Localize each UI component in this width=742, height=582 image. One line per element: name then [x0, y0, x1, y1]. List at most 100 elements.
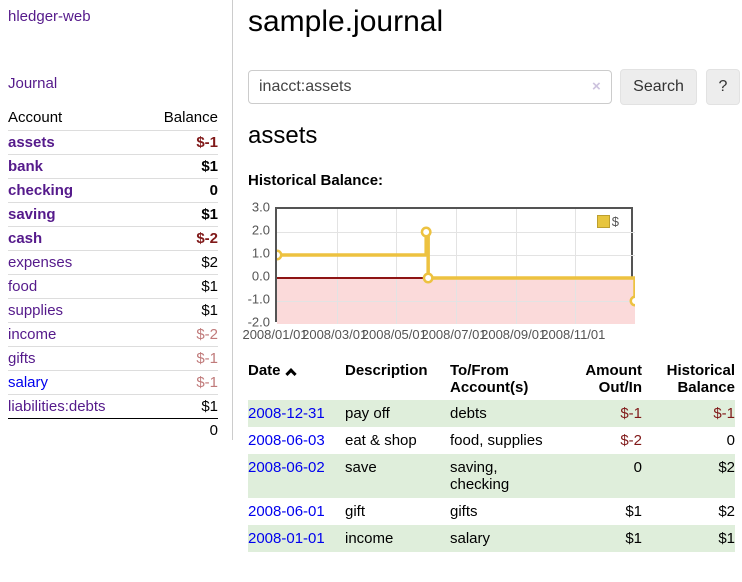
- account-link[interactable]: liabilities:debts: [8, 398, 106, 415]
- search-form: × Search ?: [248, 69, 742, 105]
- help-button[interactable]: ?: [706, 69, 740, 105]
- register-cell-balance: $2: [718, 503, 735, 520]
- register-cell-amount: $1: [625, 503, 642, 520]
- account-link[interactable]: bank: [8, 158, 44, 175]
- account-link[interactable]: checking: [8, 182, 74, 199]
- chart-plot-area: $: [275, 207, 635, 324]
- register-cell-balance: $2: [718, 459, 735, 476]
- search-button[interactable]: Search: [620, 69, 697, 105]
- register-date-link[interactable]: 2008-06-01: [248, 503, 325, 520]
- account-link[interactable]: income: [8, 326, 57, 343]
- register-cell-date: 2008-12-31: [248, 400, 345, 427]
- accounts-body: assets $-1 bank $1 checking 0 saving $1 cash $-2 e…: [8, 130, 218, 419]
- register-cell-description: pay off: [345, 405, 390, 422]
- register-date-link[interactable]: 2008-12-31: [248, 405, 325, 422]
- journal-link[interactable]: Journal: [8, 75, 58, 92]
- account-link[interactable]: cash: [8, 230, 43, 247]
- account-link[interactable]: food: [8, 278, 38, 295]
- account-balance: $2: [142, 250, 218, 275]
- account-balance: $1: [142, 298, 218, 323]
- account-link[interactable]: salary: [8, 374, 49, 391]
- account-link[interactable]: assets: [8, 134, 55, 151]
- register-cell-description: gift: [345, 503, 366, 520]
- x-tick-label: 2008/01/01: [242, 327, 308, 342]
- register-header-accounts: To/From Account(s): [450, 362, 529, 396]
- y-tick-label: 1.0: [251, 245, 270, 261]
- app-title-link[interactable]: hledger-web: [8, 8, 91, 25]
- account-row: cash $-2: [8, 226, 218, 251]
- register-cell-amount: $1: [625, 530, 642, 547]
- register-header-date[interactable]: Date: [248, 360, 345, 400]
- account-link[interactable]: saving: [8, 206, 56, 223]
- x-tick-label: 2008/05/01: [361, 327, 427, 342]
- accounts-table: Account Balance assets $-1 bank $1 checking 0…: [8, 106, 218, 442]
- account-balance: $1: [142, 202, 218, 227]
- account-heading: assets: [248, 122, 318, 149]
- account-row: expenses $2: [8, 250, 218, 275]
- account-link[interactable]: gifts: [8, 350, 36, 367]
- register-body: 2008-12-31 pay off debts $-1 $-1 2008-06-03 ea…: [248, 400, 735, 552]
- register-cell-description: eat & shop: [345, 432, 417, 449]
- register-table: Date Description To/From Account(s) Amou…: [248, 360, 735, 552]
- register-cell-amount: $-2: [620, 432, 642, 449]
- main-content: sample.journal × Search ? assets Histori…: [242, 0, 742, 552]
- register-date-link[interactable]: 2008-01-01: [248, 530, 325, 547]
- register-cell-balance: $1: [718, 530, 735, 547]
- x-tick-label: 2008/07/01: [421, 327, 487, 342]
- y-tick-label: 2.0: [251, 222, 270, 238]
- search-input[interactable]: [248, 70, 612, 104]
- x-tick-label: 2008/03/01: [302, 327, 368, 342]
- y-tick-label: -1.0: [247, 291, 270, 307]
- account-balance: $-2: [142, 226, 218, 251]
- account-balance: $1: [142, 394, 218, 419]
- account-row: food $1: [8, 274, 218, 299]
- register-header-balance: Historical Balance: [666, 362, 735, 396]
- chart-series-line: [277, 226, 635, 307]
- account-row: saving $1: [8, 202, 218, 227]
- register-cell-balance: 0: [726, 432, 735, 449]
- register-row[interactable]: 2008-06-02 save saving, checking 0 $2: [248, 454, 735, 498]
- y-tick-label: 0.0: [251, 268, 270, 284]
- legend-label: $: [611, 214, 619, 229]
- register-date-link[interactable]: 2008-06-02: [248, 459, 325, 476]
- account-row: income $-2: [8, 322, 218, 347]
- register-row[interactable]: 2008-12-31 pay off debts $-1 $-1: [248, 400, 735, 427]
- account-link[interactable]: supplies: [8, 302, 64, 319]
- register-cell-accounts: gifts: [450, 503, 478, 520]
- register-cell-amount: $-1: [620, 405, 642, 422]
- register-cell-date: 2008-06-03: [248, 427, 345, 454]
- page-title: sample.journal: [248, 5, 444, 38]
- y-tick-label: -2.0: [247, 314, 270, 330]
- account-row: salary $-1: [8, 370, 218, 395]
- register-cell-description: income: [345, 530, 394, 547]
- account-row: liabilities:debts $1: [8, 394, 218, 419]
- account-balance: $-1: [142, 346, 218, 371]
- clear-search-icon[interactable]: ×: [592, 78, 601, 95]
- y-tick-label: 3.0: [251, 199, 270, 215]
- register-header-date-label: Date: [248, 362, 281, 379]
- sort-ascending-icon: [284, 368, 297, 380]
- chart-label: Historical Balance:: [248, 172, 384, 189]
- x-tick-label: 2008/11/01: [541, 327, 606, 342]
- accounts-total-row: 0: [8, 418, 218, 442]
- register-row[interactable]: 2008-06-01 gift gifts $1 $2: [248, 498, 735, 525]
- register-cell-balance: $-1: [713, 405, 735, 422]
- register-row[interactable]: 2008-01-01 income salary $1 $1: [248, 525, 735, 552]
- sidebar: hledger-web Journal Account Balance asse…: [0, 0, 233, 442]
- register-cell-accounts: debts: [450, 405, 487, 422]
- register-date-link[interactable]: 2008-06-03: [248, 432, 325, 449]
- register-cell-date: 2008-01-01: [248, 525, 345, 552]
- balance-chart: $ 3.0 2.0 1.0 0.0 -1.0 -2.0 2008/01/01 2008/03…: [242, 198, 742, 343]
- account-balance: $1: [142, 274, 218, 299]
- account-balance: $1: [142, 154, 218, 179]
- account-link[interactable]: expenses: [8, 254, 73, 271]
- register-header-description: Description: [345, 362, 428, 379]
- register-cell-accounts: food, supplies: [450, 432, 543, 449]
- register-cell-description: save: [345, 459, 377, 476]
- x-tick-label: 2008/09/01: [481, 327, 547, 342]
- account-balance: $-1: [142, 370, 218, 395]
- register-cell-date: 2008-06-02: [248, 454, 345, 498]
- register-row[interactable]: 2008-06-03 eat & shop food, supplies $-2 0: [248, 427, 735, 454]
- accounts-header-account: Account: [8, 109, 63, 126]
- account-balance: 0: [142, 178, 218, 203]
